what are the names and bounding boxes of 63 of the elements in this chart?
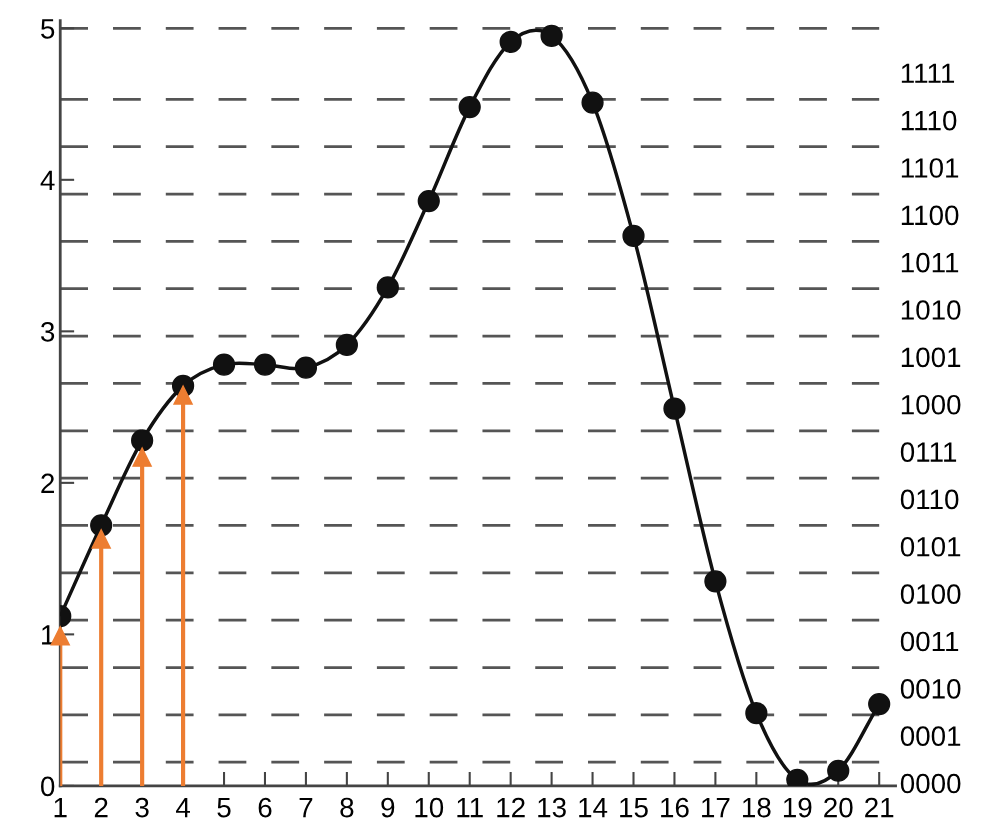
point bbox=[253, 353, 277, 376]
text: 0110 bbox=[900, 489, 959, 510]
point bbox=[417, 189, 440, 213]
x-tick-label: 3 bbox=[135, 797, 149, 818]
x-tick-label: 7 bbox=[299, 798, 313, 818]
point bbox=[458, 95, 481, 119]
x-tick-label: 11 bbox=[457, 798, 483, 818]
point bbox=[827, 759, 850, 782]
text: 1000 bbox=[901, 394, 961, 415]
text: 1111 bbox=[901, 63, 955, 83]
text: 1100 bbox=[901, 205, 959, 226]
x-tick-label: 8 bbox=[340, 797, 354, 818]
x-tick-label: 13 bbox=[538, 797, 566, 818]
text: 0111 bbox=[900, 442, 957, 462]
point bbox=[581, 91, 604, 114]
x-tick-label: 12 bbox=[497, 797, 525, 818]
text: 0011 bbox=[900, 631, 959, 652]
point bbox=[132, 447, 152, 467]
text: 1011 bbox=[901, 252, 959, 273]
point bbox=[131, 429, 154, 452]
x-tick-label: 5 bbox=[217, 798, 231, 818]
point bbox=[376, 276, 399, 299]
y-tick-label: 3 bbox=[40, 322, 55, 342]
text: 1001 bbox=[901, 347, 961, 368]
point bbox=[663, 397, 686, 420]
point bbox=[294, 356, 318, 379]
point bbox=[91, 529, 111, 549]
x-tick-label: 9 bbox=[381, 797, 395, 818]
x-tick-label: 20 bbox=[824, 797, 853, 818]
text: 0001 bbox=[900, 726, 961, 746]
y-tick-label: 5 bbox=[41, 19, 55, 39]
point bbox=[499, 30, 522, 54]
y-tick-label: 2 bbox=[41, 473, 54, 493]
x-tick-label: 15 bbox=[620, 798, 648, 818]
point bbox=[745, 702, 768, 725]
text: 0010 bbox=[900, 678, 961, 699]
x-tick-label: 2 bbox=[94, 797, 108, 818]
x-tick-label: 14 bbox=[579, 798, 608, 818]
text: 0101 bbox=[900, 536, 961, 557]
text: 0000 bbox=[900, 773, 961, 794]
point bbox=[335, 333, 358, 357]
text: 1101 bbox=[901, 158, 959, 178]
point bbox=[868, 692, 891, 716]
y-tick-label: 4 bbox=[40, 170, 55, 190]
x-tick-label: 4 bbox=[176, 798, 190, 818]
point bbox=[622, 224, 645, 247]
text: 0100 bbox=[900, 584, 961, 604]
x-tick-label: 6 bbox=[258, 797, 272, 818]
text: 1110 bbox=[901, 110, 957, 131]
point bbox=[50, 626, 70, 646]
x-tick-label: 21 bbox=[865, 797, 894, 818]
point bbox=[540, 24, 563, 47]
point bbox=[90, 514, 113, 537]
text: 1010 bbox=[901, 300, 961, 320]
x-tick-label: 17 bbox=[702, 798, 730, 818]
point bbox=[704, 570, 727, 593]
x-tick-label: 10 bbox=[415, 797, 444, 818]
x-tick-label: 19 bbox=[783, 797, 812, 818]
y-tick-label: 0 bbox=[41, 776, 55, 797]
point bbox=[173, 385, 193, 405]
x-tick-label: 16 bbox=[661, 797, 689, 818]
point bbox=[212, 353, 236, 376]
x-tick-label: 18 bbox=[743, 797, 771, 818]
